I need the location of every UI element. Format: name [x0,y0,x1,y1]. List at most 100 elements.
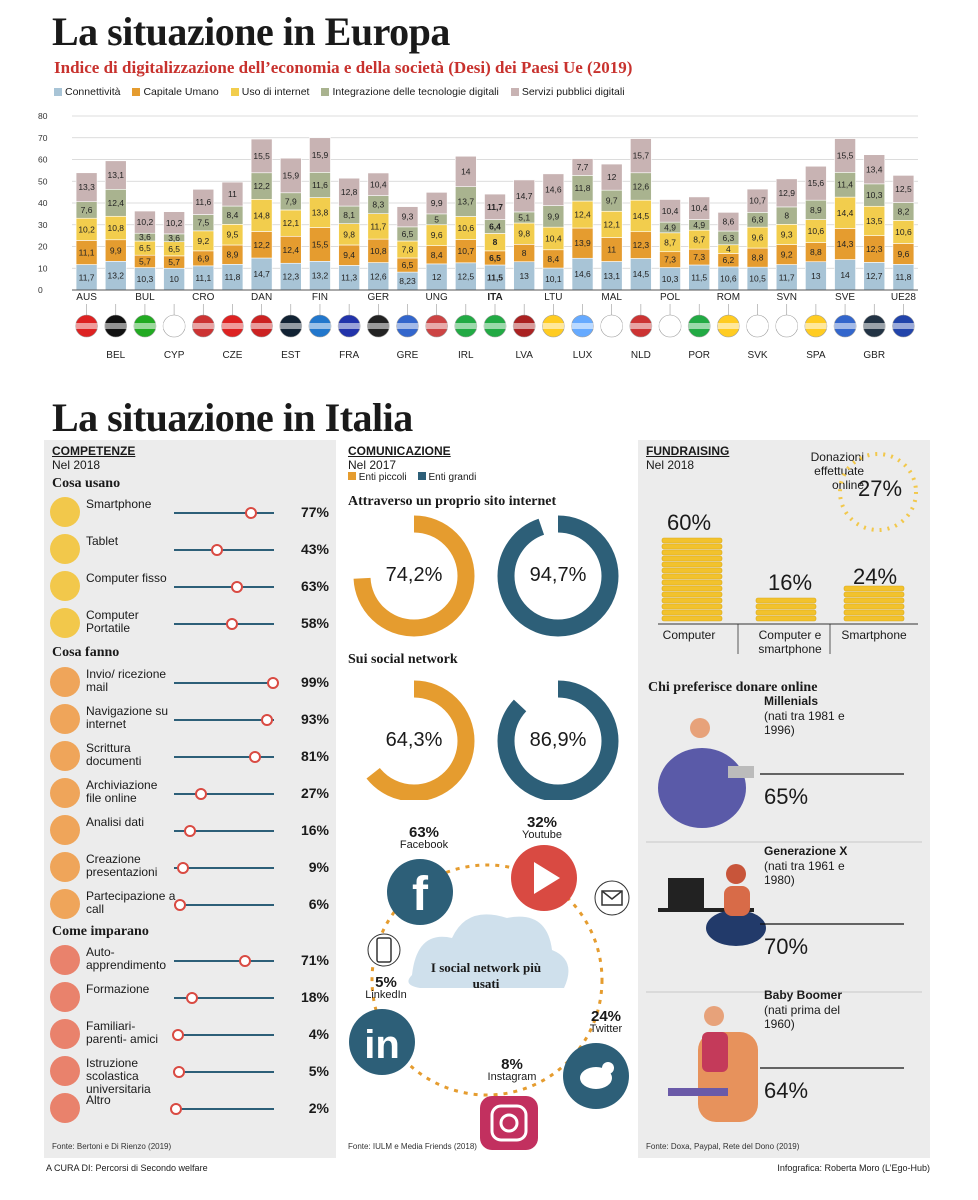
comunicazione-donuts [353,515,619,800]
data-label: 4 [726,244,731,254]
bar-nld-servizi-pubblici-digitali [630,138,652,174]
bar-rom-servizi-pubblici-digitali [717,212,740,232]
data-label: 8,9 [227,250,239,260]
data-label: 15,9 [283,170,300,180]
data-label: 10,2 [137,217,154,227]
fundraising-title: FUNDRAISING [646,444,730,458]
competenze-row-altro: Altro 2% [50,1092,335,1126]
row-track [174,682,274,684]
data-label: 9,2 [781,250,793,260]
legend-label: Servizi pubblici digitali [521,86,625,98]
row-marker [177,862,189,874]
competenze-row-invio-ricezione-mail: Invio/ ricezione mail 99% [50,666,335,700]
data-label: 12,3 [283,272,300,282]
data-label: 9,3 [781,229,793,239]
flag-bel-icon [104,314,128,338]
data-label: 12 [432,272,442,282]
bar-gre-servizi-pubblici-digitali [396,206,419,228]
network-pct: 24% [590,1008,622,1025]
data-label: 10,4 [545,233,562,243]
y-tick-label: 50 [38,176,48,186]
network-linkedin: 5% LinkedIn [356,974,416,1002]
data-label: 8,3 [372,200,384,210]
bar-svn-servizi-pubblici-digitali [775,178,798,208]
social-heading: Sui social network [348,652,458,667]
sito-large-value: 94,7% [529,564,587,586]
data-label: 10,4 [370,179,387,189]
data-label: 7,3 [693,252,705,262]
data-label: 14 [461,166,471,176]
data-label: 8,6 [722,217,734,227]
envelope-icon [594,880,630,916]
data-label: 9,9 [547,211,559,221]
row-track [174,719,274,721]
sito-small-value: 74,2% [385,564,443,586]
data-label: 9,6 [752,233,764,243]
data-label: 8,9 [810,205,822,215]
computer-fisso-icon [50,571,80,601]
data-label: 9,2 [197,236,209,246]
flag-cro-icon [191,314,215,338]
cloud-label: I social network più usati [430,960,542,991]
svg-text:in: in [364,1023,400,1067]
data-label: 8,4 [227,210,239,220]
creazione-presentazioni-icon [50,852,80,882]
data-label: 10,8 [370,246,387,256]
bar-ung-servizi-pubblici-digitali [425,192,448,215]
bar-fra-servizi-pubblici-digitali [338,177,360,207]
cosa-usano-heading: Cosa usano [52,476,121,491]
x-tick-label: SVK [748,350,768,361]
youtube-icon [511,845,577,911]
data-label: 11,8 [895,272,911,282]
legend-label: Integrazione delle tecnologie digitali [332,86,499,98]
data-label: 13,9 [574,238,591,248]
bar-cze-servizi-pubblici-digitali [221,181,244,207]
x-tick-label: LUX [573,350,593,361]
generation-name-generazione-x: Generazione X [764,844,848,858]
data-label: 8,1 [343,210,355,220]
data-label: 13,1 [603,271,620,281]
bar-pol-servizi-pubblici-digitali [659,199,681,223]
bar-ita-servizi-pubblici-digitali [484,193,506,220]
bar-fin-servizi-pubblici-digitali [309,137,331,173]
network-pct: 5% [375,974,397,991]
flag-gre-icon [396,314,419,338]
data-label: 8,8 [810,247,822,257]
row-pct: 5% [308,1063,329,1079]
competenze-row-archiviazione-file-online: Archiviazione file online 27% [50,777,335,811]
x-tick-label: POL [660,292,680,303]
network-pct: 63% [408,824,440,841]
x-tick-label: IRL [458,350,474,361]
legend-item-capitale-umano: Capitale Umano [132,86,219,98]
network-facebook: 63% Facebook [394,824,454,852]
auto-apprendimento-icon [50,945,80,975]
smartphone-icon [50,497,80,527]
data-label: 11,5 [691,272,707,282]
cloud-shape [408,914,569,988]
legend-large-label: Enti grandi [428,472,477,483]
x-tick-label: GBR [863,350,885,361]
fundraising-year: Nel 2018 [646,458,695,472]
x-tick-label: CYP [164,350,185,361]
row-marker [186,992,198,1004]
flag-lux-icon [571,314,594,338]
data-label: 9,5 [227,230,239,240]
network-name: Twitter [589,1023,623,1035]
europa-subtitle: Indice di digitalizzazione dell’economia… [54,58,633,77]
network-name: Facebook [399,839,449,851]
chi-heading: Chi preferisce donare online [648,680,818,695]
data-label: 12,6 [370,271,387,281]
row-marker [173,1066,185,1078]
data-label: 14,3 [837,239,854,249]
data-label: 11 [228,189,237,199]
row-label: Formazione [86,982,150,996]
y-tick-label: 0 [38,285,43,295]
sito-heading: Attraverso un proprio sito internet [348,494,557,509]
bar-irl-servizi-pubblici-digitali [455,155,477,187]
formazione-icon [50,982,80,1012]
row-label: Altro [86,1093,111,1107]
x-tick-label: GRE [397,350,419,361]
sito-small-donut [353,515,475,637]
x-tick-label: FIN [312,292,328,303]
legend-swatch [321,88,330,97]
